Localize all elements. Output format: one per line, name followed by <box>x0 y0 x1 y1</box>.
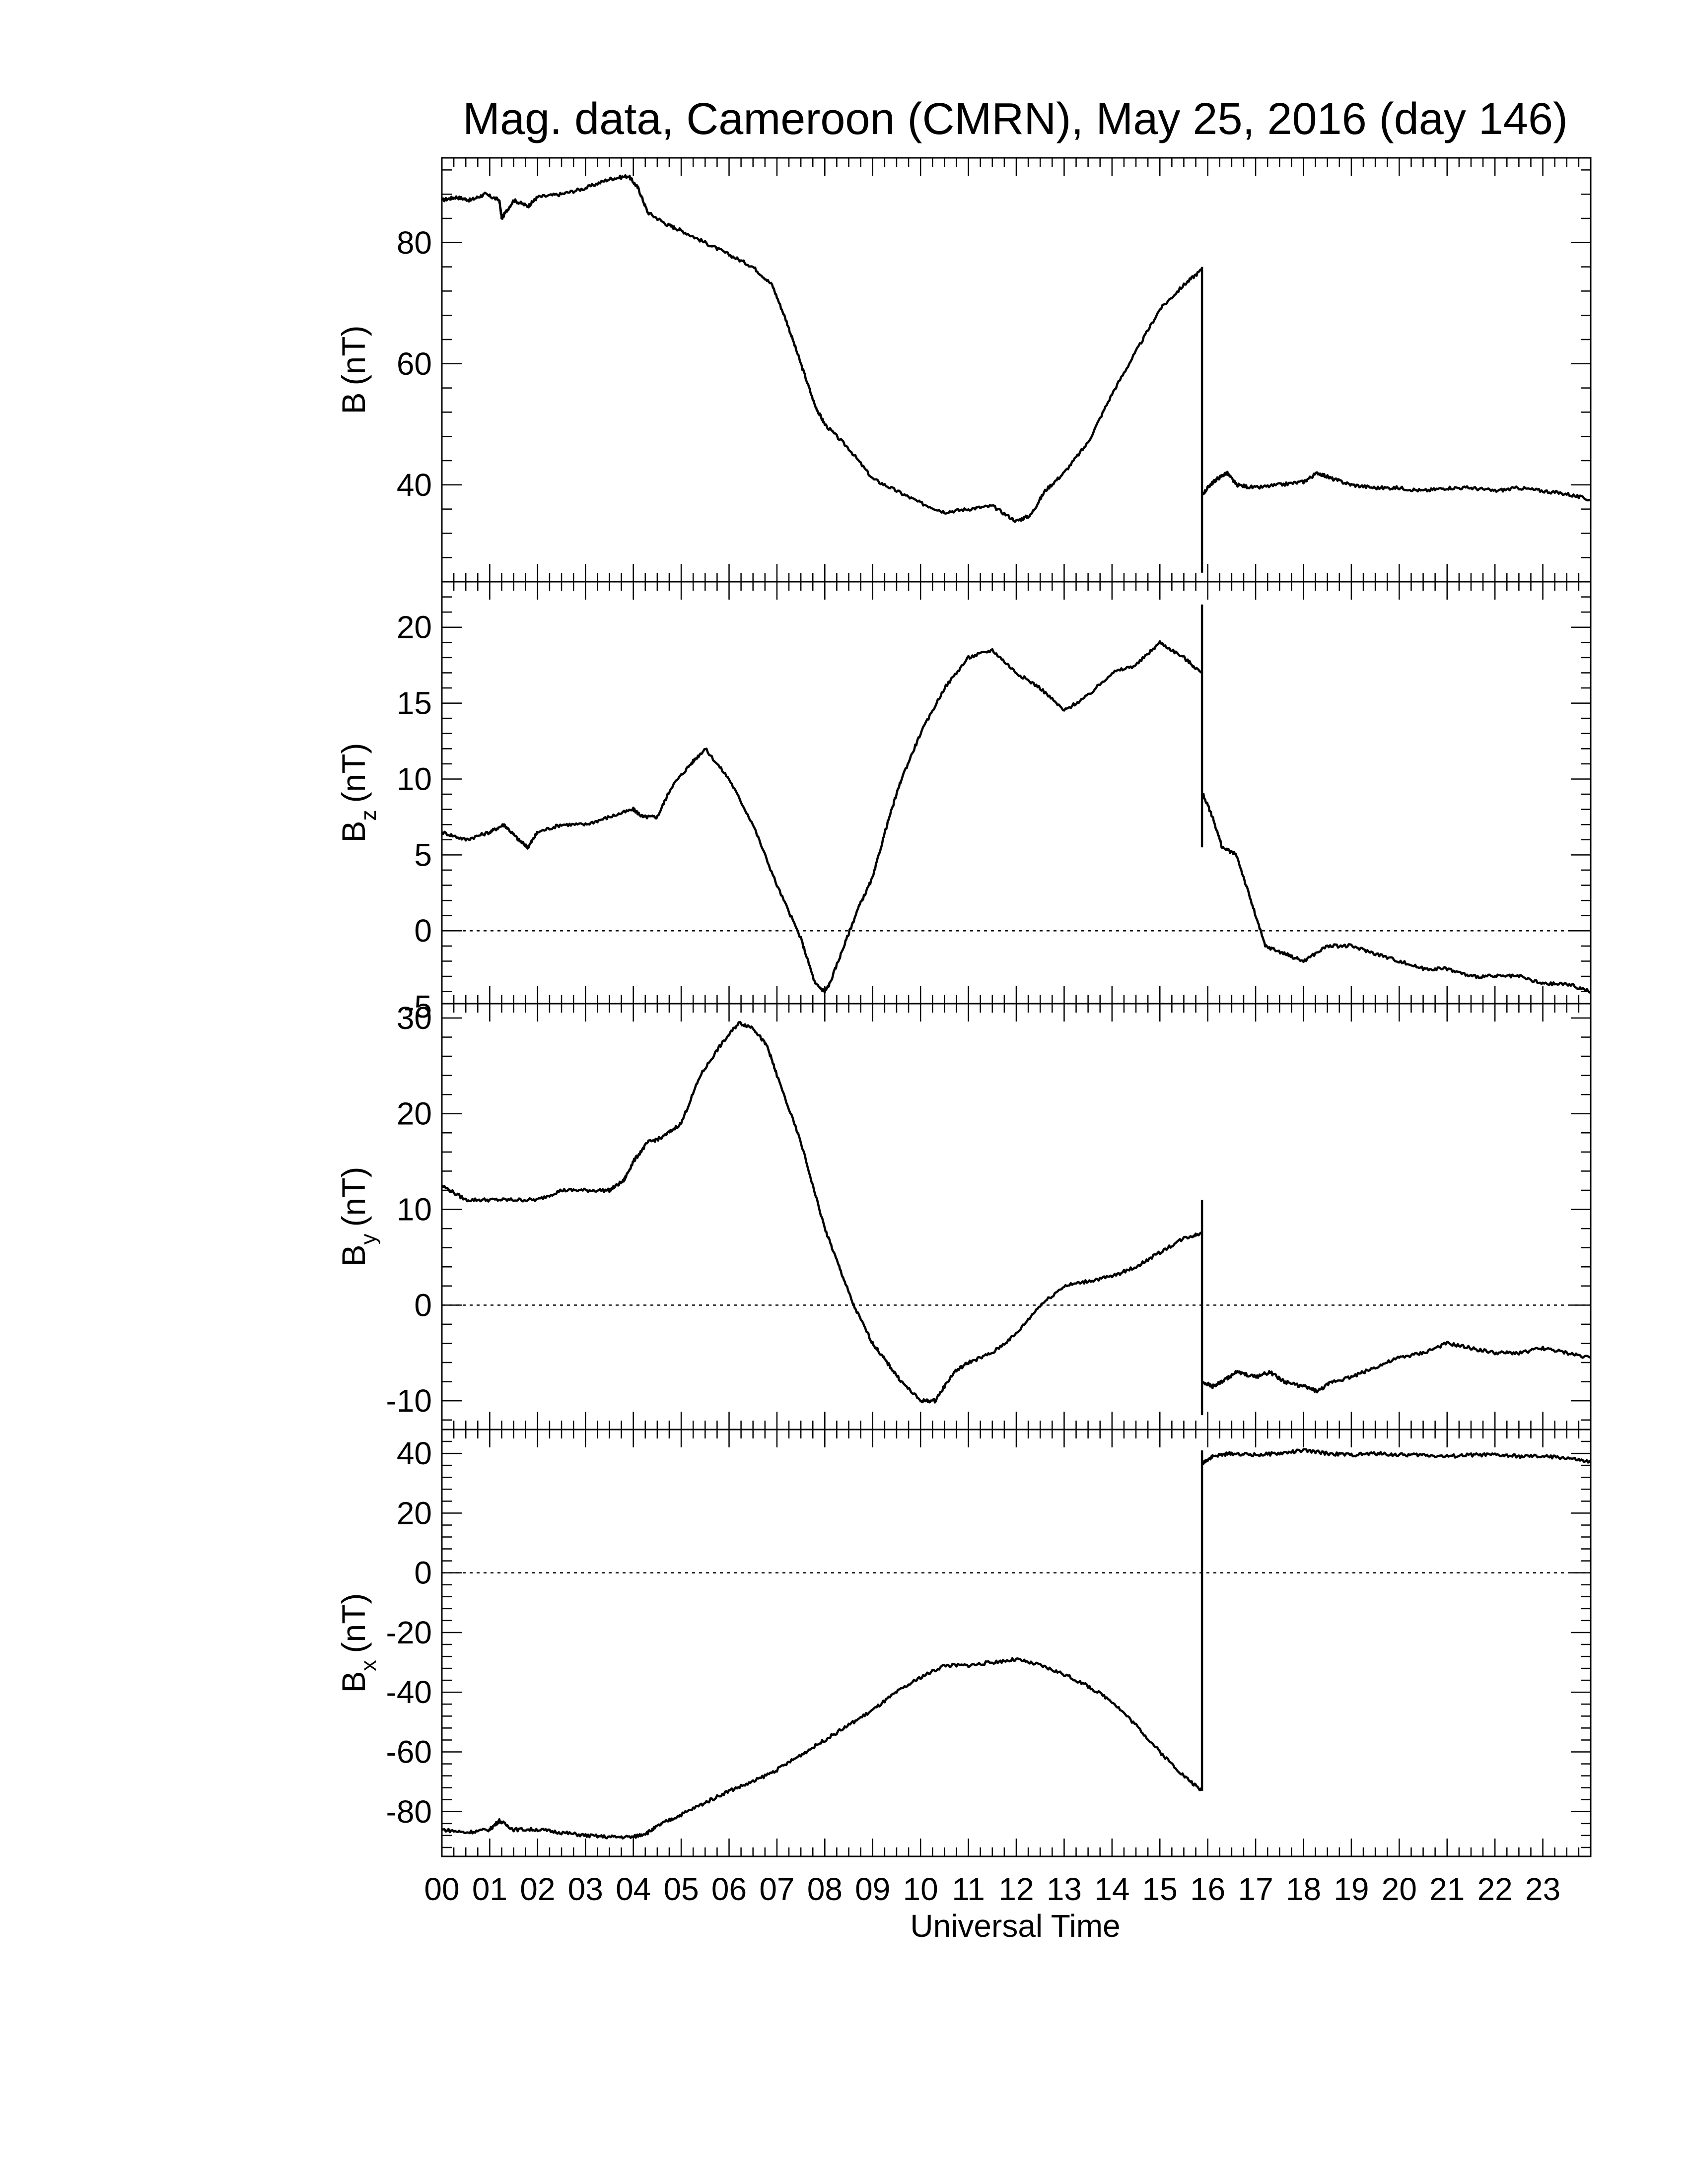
x-axis-tick-labels: 00 01 02 03 04 05 06 07 08 09 10 11 12 13 14 15 16 17 18 19… <box>424 1871 1560 1907</box>
panel-frame-By <box>441 1003 1592 1431</box>
y-tick-label-Bx: 0 <box>414 1555 432 1591</box>
y-tick-label-Bz: 10 <box>397 761 432 797</box>
y-axis-label-sub-Bz: z <box>356 810 381 820</box>
x-tick-label: 12 <box>998 1871 1034 1907</box>
panels-group: 40 60 80 B (nT) -5 0 5 10 15 20 Bz (nT) -10 0 10 20 30 By (… <box>335 157 1592 1857</box>
chart-title: Mag. data, Cameroon (CMRN), May 25, 2016… <box>463 94 1568 144</box>
series-line-By-1 <box>1202 1340 1591 1394</box>
y-tick-label-Bz: 15 <box>397 685 432 721</box>
x-tick-label: 23 <box>1525 1871 1560 1907</box>
panel-Bx: -80 -60 -40 -20 0 20 40 Bx (nT) <box>335 1429 1592 1857</box>
y-axis-label-main-Bz: B <box>335 820 372 842</box>
panel-frame-B <box>441 157 1592 583</box>
series-line-Bz-1 <box>1202 793 1592 994</box>
x-tick-label: 01 <box>472 1871 507 1907</box>
y-tick-label-Bz: 0 <box>414 913 432 949</box>
y-tick-label-Bx: -60 <box>386 1734 432 1770</box>
x-tick-label: 04 <box>616 1871 651 1907</box>
y-tick-label-B: 80 <box>397 225 432 261</box>
y-axis-label-By: By (nT) <box>335 1166 381 1266</box>
panel-B: 40 60 80 B (nT) <box>335 157 1592 583</box>
y-tick-label-B: 40 <box>397 467 432 503</box>
x-tick-label: 07 <box>759 1871 794 1907</box>
y-tick-label-Bx: 40 <box>397 1435 432 1471</box>
y-tick-label-Bx: -40 <box>386 1674 432 1710</box>
series-line-B-0 <box>441 174 1202 523</box>
y-axis-label-unit-By: (nT) <box>335 1166 372 1227</box>
x-tick-label: 17 <box>1238 1871 1273 1907</box>
y-tick-label-Bz: 20 <box>397 610 432 645</box>
y-axis-label-main-B: B <box>335 392 372 414</box>
series-line-Bx-1 <box>1201 1448 1592 1465</box>
y-tick-label-Bx: -80 <box>386 1794 432 1830</box>
panel-By: -10 0 10 20 30 By (nT) <box>335 1000 1592 1431</box>
x-tick-label: 14 <box>1094 1871 1129 1907</box>
y-axis-label-unit-Bx: (nT) <box>335 1593 372 1653</box>
y-tick-label-By: 30 <box>397 1000 432 1036</box>
x-tick-label: 09 <box>855 1871 890 1907</box>
x-tick-label: 19 <box>1334 1871 1369 1907</box>
y-axis-label-main-Bx: B <box>335 1671 372 1693</box>
y-axis-label-unit-Bz: (nT) <box>335 743 372 803</box>
panel-frame-Bx <box>441 1429 1592 1857</box>
panel-Bz: -5 0 5 10 15 20 Bz (nT) <box>335 581 1592 1024</box>
y-tick-label-By: 0 <box>414 1287 432 1323</box>
x-tick-label: 15 <box>1142 1871 1178 1907</box>
x-tick-label: 13 <box>1047 1871 1082 1907</box>
y-axis-label-Bz: Bz (nT) <box>335 743 381 842</box>
x-tick-label: 21 <box>1429 1871 1465 1907</box>
series-line-Bz-0 <box>441 640 1202 994</box>
x-axis-title: Universal Time <box>910 1908 1120 1944</box>
y-tick-label-B: 60 <box>397 346 432 382</box>
x-tick-label: 16 <box>1190 1871 1225 1907</box>
x-tick-label: 11 <box>952 1871 985 1907</box>
x-tick-label: 20 <box>1382 1871 1417 1907</box>
x-tick-label: 10 <box>903 1871 938 1907</box>
panel-frame-Bz <box>441 581 1592 1005</box>
x-tick-label: 03 <box>568 1871 603 1907</box>
x-tick-label: 22 <box>1477 1871 1513 1907</box>
x-tick-label: 05 <box>663 1871 699 1907</box>
y-tick-label-By: 10 <box>397 1192 432 1228</box>
y-tick-label-Bz: -5 <box>404 989 432 1024</box>
y-tick-label-By: -10 <box>386 1383 432 1419</box>
y-tick-label-Bx: -20 <box>386 1615 432 1650</box>
series-line-By-0 <box>441 1021 1202 1404</box>
x-tick-label: 08 <box>807 1871 843 1907</box>
y-tick-label-Bx: 20 <box>397 1495 432 1531</box>
series-line-Bx-0 <box>441 1657 1203 1840</box>
y-axis-label-B: B (nT) <box>335 325 372 414</box>
series-line-B-1 <box>1202 471 1591 502</box>
y-axis-label-sub-Bx: x <box>356 1660 381 1671</box>
x-tick-label: 00 <box>424 1871 459 1907</box>
y-axis-label-sub-By: y <box>356 1233 381 1244</box>
y-tick-label-By: 20 <box>397 1096 432 1132</box>
x-tick-label: 02 <box>520 1871 555 1907</box>
y-axis-label-unit-B: (nT) <box>335 325 372 385</box>
x-tick-label: 06 <box>711 1871 747 1907</box>
y-axis-label-Bx: Bx (nT) <box>335 1593 381 1693</box>
y-tick-label-Bz: 5 <box>414 837 432 873</box>
y-axis-label-main-By: B <box>335 1244 372 1266</box>
x-tick-label: 18 <box>1286 1871 1321 1907</box>
